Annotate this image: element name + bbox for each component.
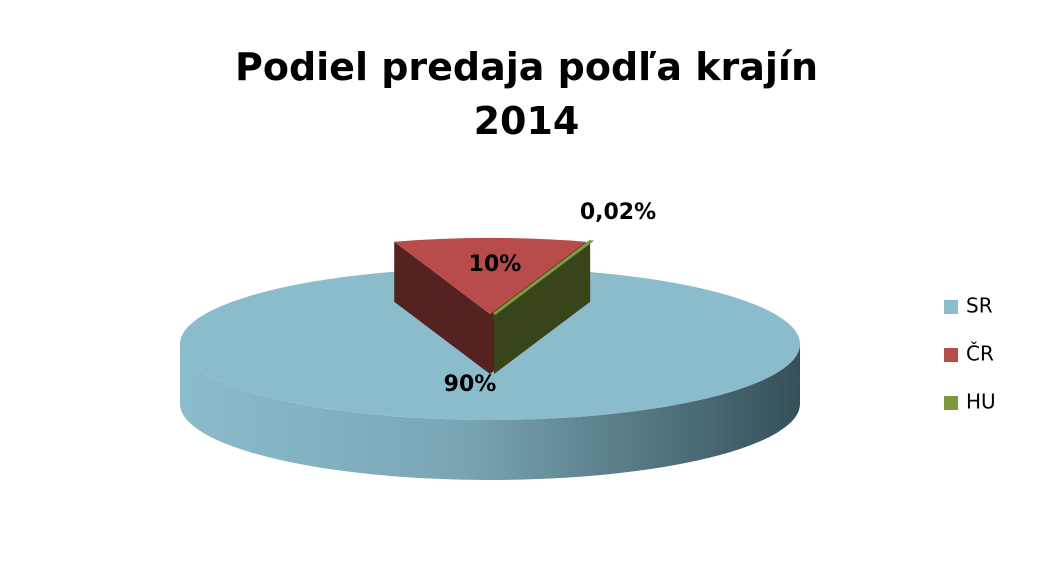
- slice: [493, 240, 595, 374]
- slice-top: [394, 237, 586, 314]
- legend-swatch: [944, 396, 958, 410]
- legend-label: HU: [966, 390, 996, 414]
- slice-wall: [494, 241, 591, 374]
- legend-swatch: [944, 300, 958, 314]
- data-label: 10%: [469, 252, 522, 277]
- legend-label: ČR: [966, 342, 994, 366]
- legend-label: SR: [966, 294, 993, 318]
- legend-swatch: [944, 348, 958, 362]
- slice-top: [493, 240, 595, 316]
- slice-wall: [394, 241, 490, 374]
- slice-side: [180, 344, 800, 480]
- chart-title: Podiel predaja podľa krajín 2014: [234, 45, 819, 143]
- data-label: 90%: [444, 372, 497, 397]
- data-label: 0,02%: [580, 200, 656, 225]
